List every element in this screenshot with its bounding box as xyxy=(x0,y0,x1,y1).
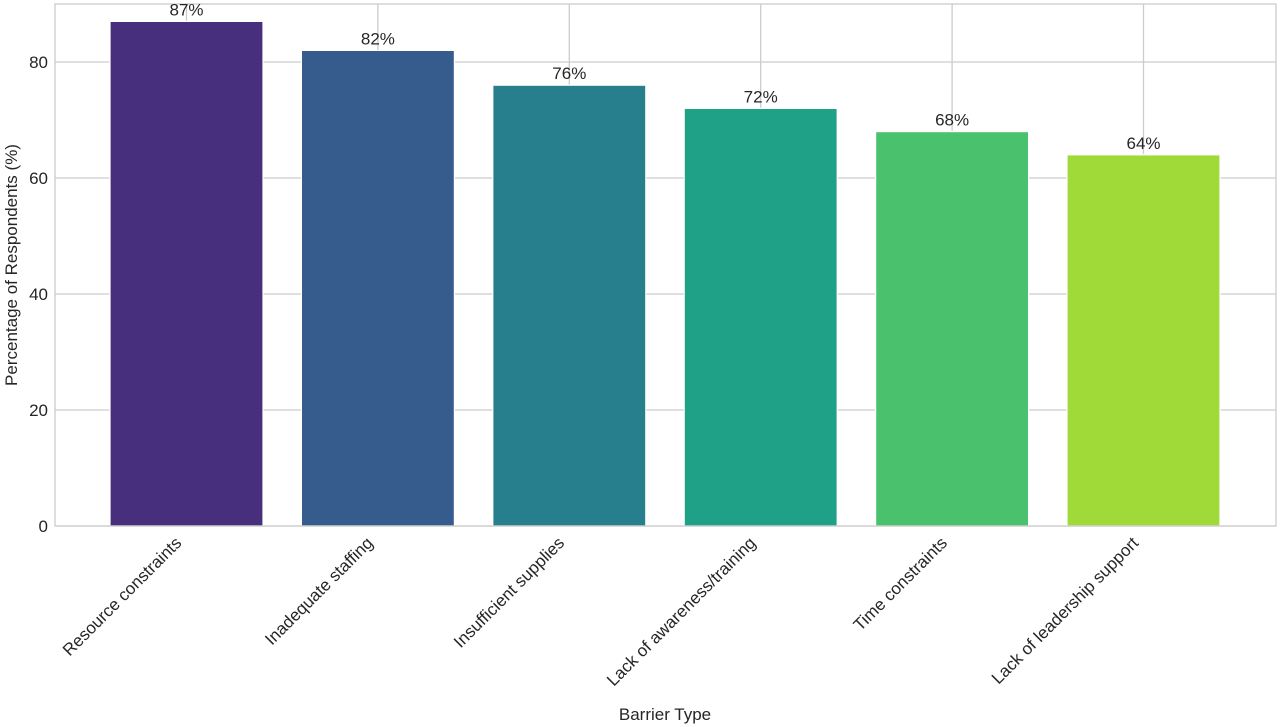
bar xyxy=(492,84,647,527)
x-tick-label: Time constraints xyxy=(850,533,951,634)
y-tick-label: 80 xyxy=(29,53,48,72)
data-label: 87% xyxy=(169,0,203,19)
bar xyxy=(683,107,838,527)
bar xyxy=(300,49,455,527)
bars xyxy=(109,20,1221,527)
x-tick-label: Insufficient supplies xyxy=(450,533,568,651)
y-tick-label: 0 xyxy=(39,517,48,536)
x-tick-label: Inadequate staffing xyxy=(261,533,376,648)
x-tick-label: Lack of leadership support xyxy=(988,533,1143,688)
bar xyxy=(874,131,1030,527)
x-tick-label: Resource constraints xyxy=(59,533,185,659)
plot-frame xyxy=(54,3,1277,527)
data-labels: 87% 82% 76% 72% 68% 64% xyxy=(169,0,1160,152)
data-label: 76% xyxy=(552,64,586,83)
data-label: 82% xyxy=(361,29,395,48)
bar xyxy=(109,20,264,527)
y-tick-label: 20 xyxy=(29,401,48,420)
data-label: 72% xyxy=(744,87,778,106)
x-axis-ticks: Resource constraints Inadequate staffing I… xyxy=(59,533,1143,690)
y-axis-title: Percentage of Respondents (%) xyxy=(2,144,21,386)
data-label: 64% xyxy=(1126,134,1160,153)
data-label: 68% xyxy=(935,111,969,130)
y-axis-ticks: 0 20 40 60 80 xyxy=(29,53,48,536)
x-tick-label: Lack of awareness/training xyxy=(603,533,759,689)
x-axis-title: Barrier Type xyxy=(619,705,711,724)
bar xyxy=(1066,154,1221,527)
y-tick-label: 60 xyxy=(29,169,48,188)
y-tick-label: 40 xyxy=(29,285,48,304)
